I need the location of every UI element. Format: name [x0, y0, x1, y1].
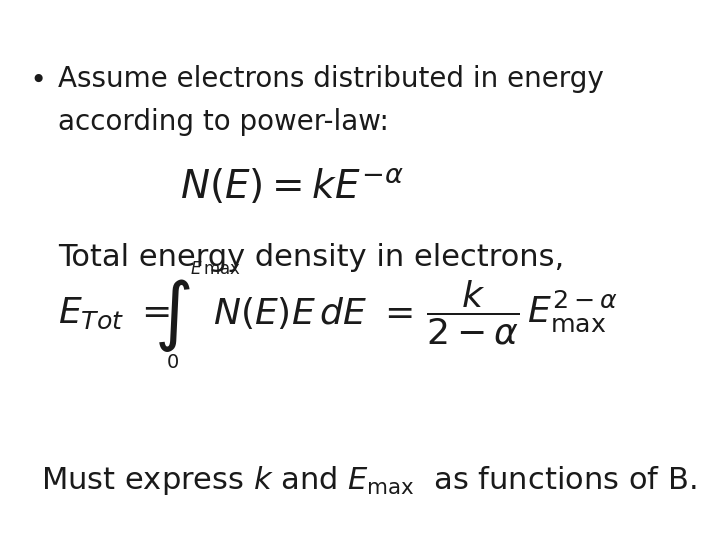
Text: Assume electrons distributed in energy: Assume electrons distributed in energy	[58, 65, 604, 93]
Text: $N(E) = kE^{-\alpha}$: $N(E) = kE^{-\alpha}$	[180, 167, 404, 206]
Text: $E_{\mathit{Tot}}\ =$: $E_{\mathit{Tot}}\ =$	[58, 295, 170, 331]
Text: $\dfrac{k}{2-\alpha}\,E_{\mathrm{max}}^{2-\alpha}$: $\dfrac{k}{2-\alpha}\,E_{\mathrm{max}}^{…	[426, 279, 618, 347]
Text: $\bullet$: $\bullet$	[30, 65, 44, 92]
Text: $\int$: $\int$	[154, 278, 190, 354]
Text: Total energy density in electrons,: Total energy density in electrons,	[58, 243, 564, 272]
Text: $N(E)E\,dE\ =$: $N(E)E\,dE\ =$	[213, 295, 413, 331]
Text: $0$: $0$	[166, 354, 179, 372]
Text: Must express $k$ and $E_{\mathrm{max}}$  as functions of B.: Must express $k$ and $E_{\mathrm{max}}$ …	[41, 464, 696, 497]
Text: according to power-law:: according to power-law:	[58, 108, 390, 136]
Text: $E\,\mathrm{max}$: $E\,\mathrm{max}$	[189, 261, 240, 278]
